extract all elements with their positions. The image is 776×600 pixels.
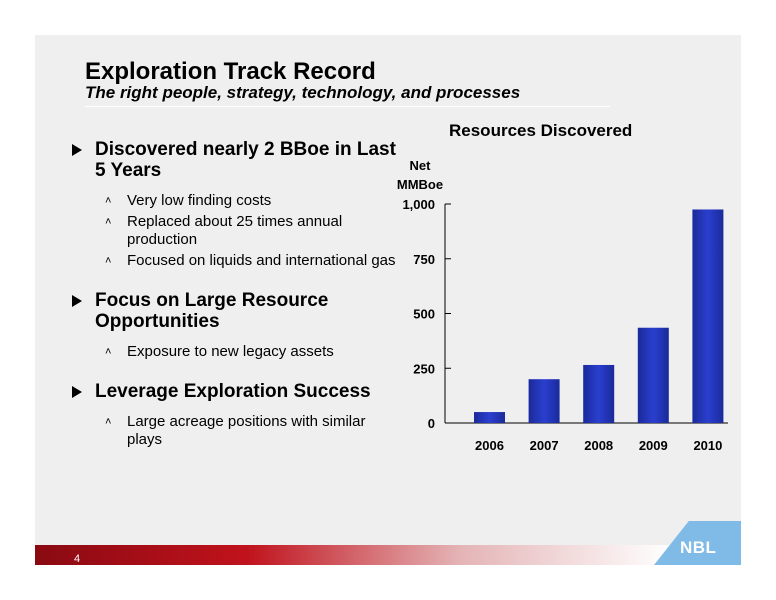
- bar: [583, 364, 615, 423]
- chart-title: Resources Discovered: [449, 121, 633, 140]
- y-tick-label: 1,000: [402, 197, 435, 212]
- company-logo: NBL: [680, 538, 717, 557]
- sub-bullet-item: ˄ Exposure to new legacy assets: [72, 343, 402, 361]
- slide-title: Exploration Track Record: [85, 58, 376, 85]
- chevron-bullet-icon: ˄: [105, 255, 112, 267]
- bullet-text: Leverage Exploration Success: [95, 381, 371, 402]
- sub-bullet-item: ˄ Large acreage positions with similar pl…: [72, 413, 402, 449]
- sub-bullet-text: Exposure to new legacy assets: [127, 343, 334, 360]
- sub-bullet-item: ˄ Focused on liquids and international ga…: [72, 252, 402, 270]
- x-tick-label: 2010: [693, 438, 722, 453]
- footer-bar: [35, 545, 741, 565]
- sub-bullet-text: Replaced about 25 times annual productio…: [127, 213, 343, 248]
- sub-bullet-text: Large acreage positions with similar pla…: [127, 413, 366, 448]
- bar: [528, 379, 560, 423]
- title-divider: [85, 106, 610, 107]
- chevron-bullet-icon: ˄: [105, 216, 112, 228]
- bullet-item: Leverage Exploration Success: [72, 381, 402, 402]
- bullet-text: Focus on Large Resource Opportunities: [95, 290, 329, 332]
- slide-content: Exploration Track Record The right peopl…: [35, 35, 741, 565]
- x-tick-label: 2009: [639, 438, 668, 453]
- sub-bullet-text: Very low finding costs: [127, 192, 272, 209]
- bullet-list: Discovered nearly 2 BBoe in Last 5 Years…: [72, 139, 402, 449]
- bullet-item: Discovered nearly 2 BBoe in Last 5 Years: [72, 139, 402, 181]
- bar: [474, 412, 505, 423]
- chevron-bullet-icon: ˄: [105, 195, 112, 207]
- x-tick-label: 2008: [584, 438, 613, 453]
- chevron-bullet-icon: ˄: [105, 346, 112, 358]
- y-tick-label: 0: [428, 416, 435, 431]
- sub-bullet-text: Focused on liquids and international gas: [127, 252, 396, 269]
- y-axis-label: Net: [410, 158, 432, 173]
- page-number: 4: [74, 553, 81, 565]
- chevron-bullet-icon: ˄: [105, 416, 112, 428]
- x-tick-label: 2007: [530, 438, 559, 453]
- sub-bullet-item: ˄ Very low finding costs: [72, 192, 402, 210]
- x-tick-label: 2006: [475, 438, 504, 453]
- bullet-item: Focus on Large Resource Opportunities: [72, 290, 402, 332]
- slide-subtitle: The right people, strategy, technology, …: [85, 83, 521, 102]
- y-tick-label: 500: [413, 307, 435, 322]
- slide: [35, 35, 741, 565]
- arrow-bullet-icon: [72, 295, 82, 307]
- bar: [637, 327, 669, 423]
- bullet-text: Discovered nearly 2 BBoe in Last 5 Years: [95, 139, 396, 181]
- arrow-bullet-icon: [72, 386, 82, 398]
- y-axis-label: MMBoe: [397, 177, 443, 192]
- bar: [692, 209, 724, 423]
- sub-bullet-item: ˄ Replaced about 25 times annual producti…: [72, 213, 402, 249]
- y-tick-label: 750: [413, 252, 435, 267]
- y-tick-label: 250: [413, 361, 435, 376]
- arrow-bullet-icon: [72, 144, 82, 156]
